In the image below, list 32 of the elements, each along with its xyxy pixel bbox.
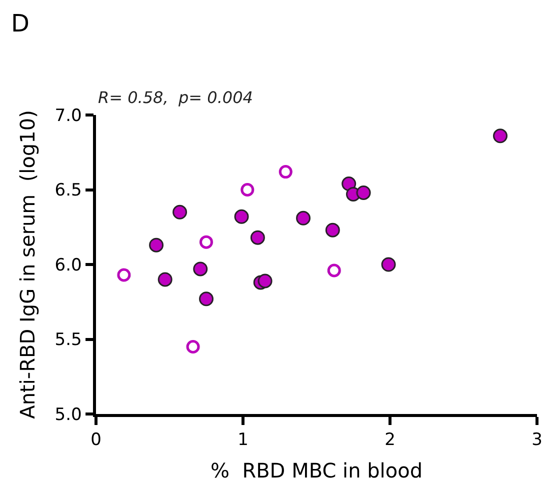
point [381, 257, 396, 272]
y-tick-label: 7.0 [54, 106, 82, 126]
point [234, 209, 249, 224]
point [278, 165, 292, 179]
point [199, 292, 214, 306]
point [117, 268, 131, 282]
point [193, 262, 208, 276]
point [296, 210, 311, 226]
y-tick-label: 5.0 [54, 404, 82, 425]
chart-title: D [11, 10, 30, 38]
point [356, 185, 371, 200]
y-axis-title: Anti-RBD IgG in serum (log10) [15, 110, 40, 419]
point [200, 235, 213, 249]
point [493, 128, 508, 144]
point [158, 272, 172, 287]
point [172, 204, 188, 220]
point [149, 238, 164, 252]
point [250, 230, 265, 245]
y-tick-label: 6.5 [54, 180, 82, 201]
y-tick-label: 6.0 [54, 255, 82, 276]
point [186, 340, 200, 354]
x-axis-title: % RBD MBC in blood [210, 458, 423, 483]
point [240, 183, 254, 196]
x-tick-label: 3 [532, 430, 542, 450]
text: R= 0.58, p= 0.004 [98, 88, 253, 107]
point [258, 274, 272, 288]
point [327, 264, 341, 278]
x-tick-label: 0 [90, 430, 102, 450]
y-tick-label: 5.5 [54, 330, 82, 350]
x-tick-label: 2 [384, 430, 396, 450]
x-tick-label: 1 [238, 430, 248, 450]
point [325, 222, 340, 238]
